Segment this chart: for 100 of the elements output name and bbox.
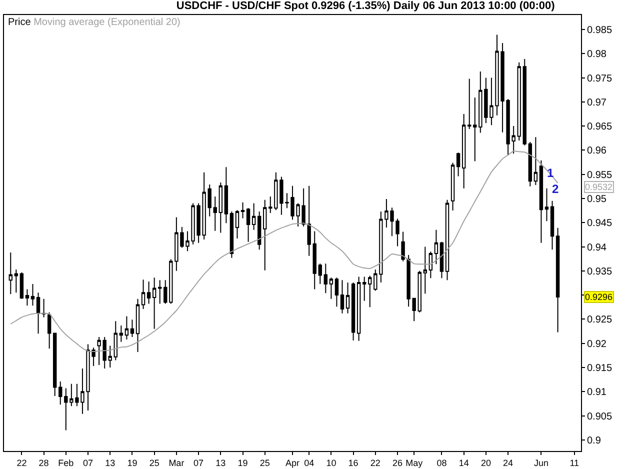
candlestick xyxy=(544,188,549,222)
x-tick-label: 08 xyxy=(436,458,447,468)
x-tick-label: 26 xyxy=(392,458,403,468)
candlestick xyxy=(240,202,245,219)
x-tick-label: 19 xyxy=(127,458,138,468)
candlestick xyxy=(462,113,466,189)
candlestick xyxy=(556,227,560,333)
candlestick xyxy=(440,241,444,279)
x-tick-label: Mar xyxy=(168,458,184,468)
x-tick-label: 25 xyxy=(260,458,270,468)
x-tick-label: Feb xyxy=(58,458,74,468)
candlestick xyxy=(164,280,168,304)
y-tick-label: 0.96 xyxy=(587,146,607,157)
candlestick xyxy=(246,208,250,242)
candlestick xyxy=(119,324,124,342)
candlestick xyxy=(351,282,356,341)
x-tick-label: 22 xyxy=(16,458,27,468)
candlestick xyxy=(324,263,328,294)
candlestick xyxy=(434,229,438,265)
text: 0.9296 xyxy=(585,292,613,302)
candlestick xyxy=(213,196,217,232)
y-tick-label: 0.97 xyxy=(587,97,607,108)
chart-title: USDCHF - USD/CHF Spot 0.9296 (-1.35%) Daily 06 Jun 2013 10:00 (00:00) xyxy=(176,0,556,12)
candlestick xyxy=(312,230,316,290)
candlestick xyxy=(52,332,57,396)
candlestick xyxy=(423,246,427,294)
candlestick xyxy=(550,200,554,250)
candlestick xyxy=(318,263,322,284)
x-tick-label: 14 xyxy=(458,458,469,468)
y-tick-label: 0.9 xyxy=(587,435,602,446)
candlestick xyxy=(368,275,372,308)
candlestick xyxy=(252,202,256,230)
text: 0.9532 xyxy=(585,182,613,192)
candlestick xyxy=(152,277,156,330)
candlestick xyxy=(8,252,12,295)
candlestick xyxy=(428,251,433,279)
candlestick xyxy=(108,345,112,368)
candlestick xyxy=(539,160,544,244)
x-tick-label: 24 xyxy=(503,458,514,468)
y-tick-label: 0.92 xyxy=(587,338,607,350)
candlestick xyxy=(528,141,532,187)
candlestick xyxy=(522,58,526,146)
candlestick xyxy=(47,312,52,350)
candlestick xyxy=(218,182,223,234)
candlestick xyxy=(356,276,361,342)
x-tick-label: 04 xyxy=(304,458,314,468)
candlestick xyxy=(307,185,311,256)
y-tick-label: 0.915 xyxy=(587,362,612,374)
candlestick xyxy=(340,280,344,314)
candlestick xyxy=(362,276,366,302)
x-tick-label: 25 xyxy=(149,458,160,468)
candlestick xyxy=(124,316,129,340)
x-tick-label: 22 xyxy=(370,458,380,468)
x-tick-label: 28 xyxy=(38,458,49,468)
candlestick xyxy=(346,282,350,314)
y-tick-label: 0.935 xyxy=(587,266,612,278)
x-tick-label: Jun xyxy=(534,458,548,468)
candlestick xyxy=(534,136,538,186)
x-tick-label: 19 xyxy=(238,458,248,468)
candlestick xyxy=(14,268,18,294)
y-tick-label: 0.95 xyxy=(587,194,607,205)
y-tick-label: 0.98 xyxy=(587,49,607,60)
y-tick-label: 0.955 xyxy=(587,170,612,181)
y-tick-label: 0.91 xyxy=(587,387,607,398)
candlestick xyxy=(418,270,422,313)
candlestick xyxy=(141,279,146,310)
line-series xyxy=(10,150,558,352)
text: Moving average (Exponential 20) xyxy=(34,17,180,28)
candlestick xyxy=(468,78,472,130)
candlestick xyxy=(224,166,228,224)
annotation: 2 xyxy=(552,182,559,196)
y-tick-label: 0.905 xyxy=(587,411,612,422)
candlestick xyxy=(58,380,62,406)
candlestick xyxy=(456,152,460,177)
candlestick xyxy=(473,97,477,162)
text: Price xyxy=(8,17,32,28)
annotation: 1 xyxy=(547,166,554,180)
x-tick-label: 10 xyxy=(326,458,336,468)
candlestick xyxy=(130,319,134,338)
candlestick xyxy=(25,288,30,306)
candlestick xyxy=(114,320,118,361)
candlestick xyxy=(235,210,240,240)
x-tick-label: 16 xyxy=(348,458,358,468)
candlestick xyxy=(517,62,521,142)
y-tick-label: 0.965 xyxy=(587,122,612,133)
candlestick xyxy=(334,277,339,308)
candlestick xyxy=(42,298,46,318)
x-tick-label: May xyxy=(406,458,424,468)
candlestick xyxy=(263,199,267,271)
y-tick-label: 0.94 xyxy=(587,242,607,254)
candlestick xyxy=(146,281,151,304)
x-tick-label: 13 xyxy=(105,458,116,468)
y-tick-label: 0.925 xyxy=(587,314,612,326)
candlestick xyxy=(257,211,262,250)
candlestick xyxy=(230,211,234,258)
x-tick-label: 20 xyxy=(480,458,491,468)
candlestick xyxy=(158,280,162,304)
y-tick-label: 0.985 xyxy=(587,24,612,36)
candlestick xyxy=(30,283,35,306)
candlestick xyxy=(450,162,455,212)
